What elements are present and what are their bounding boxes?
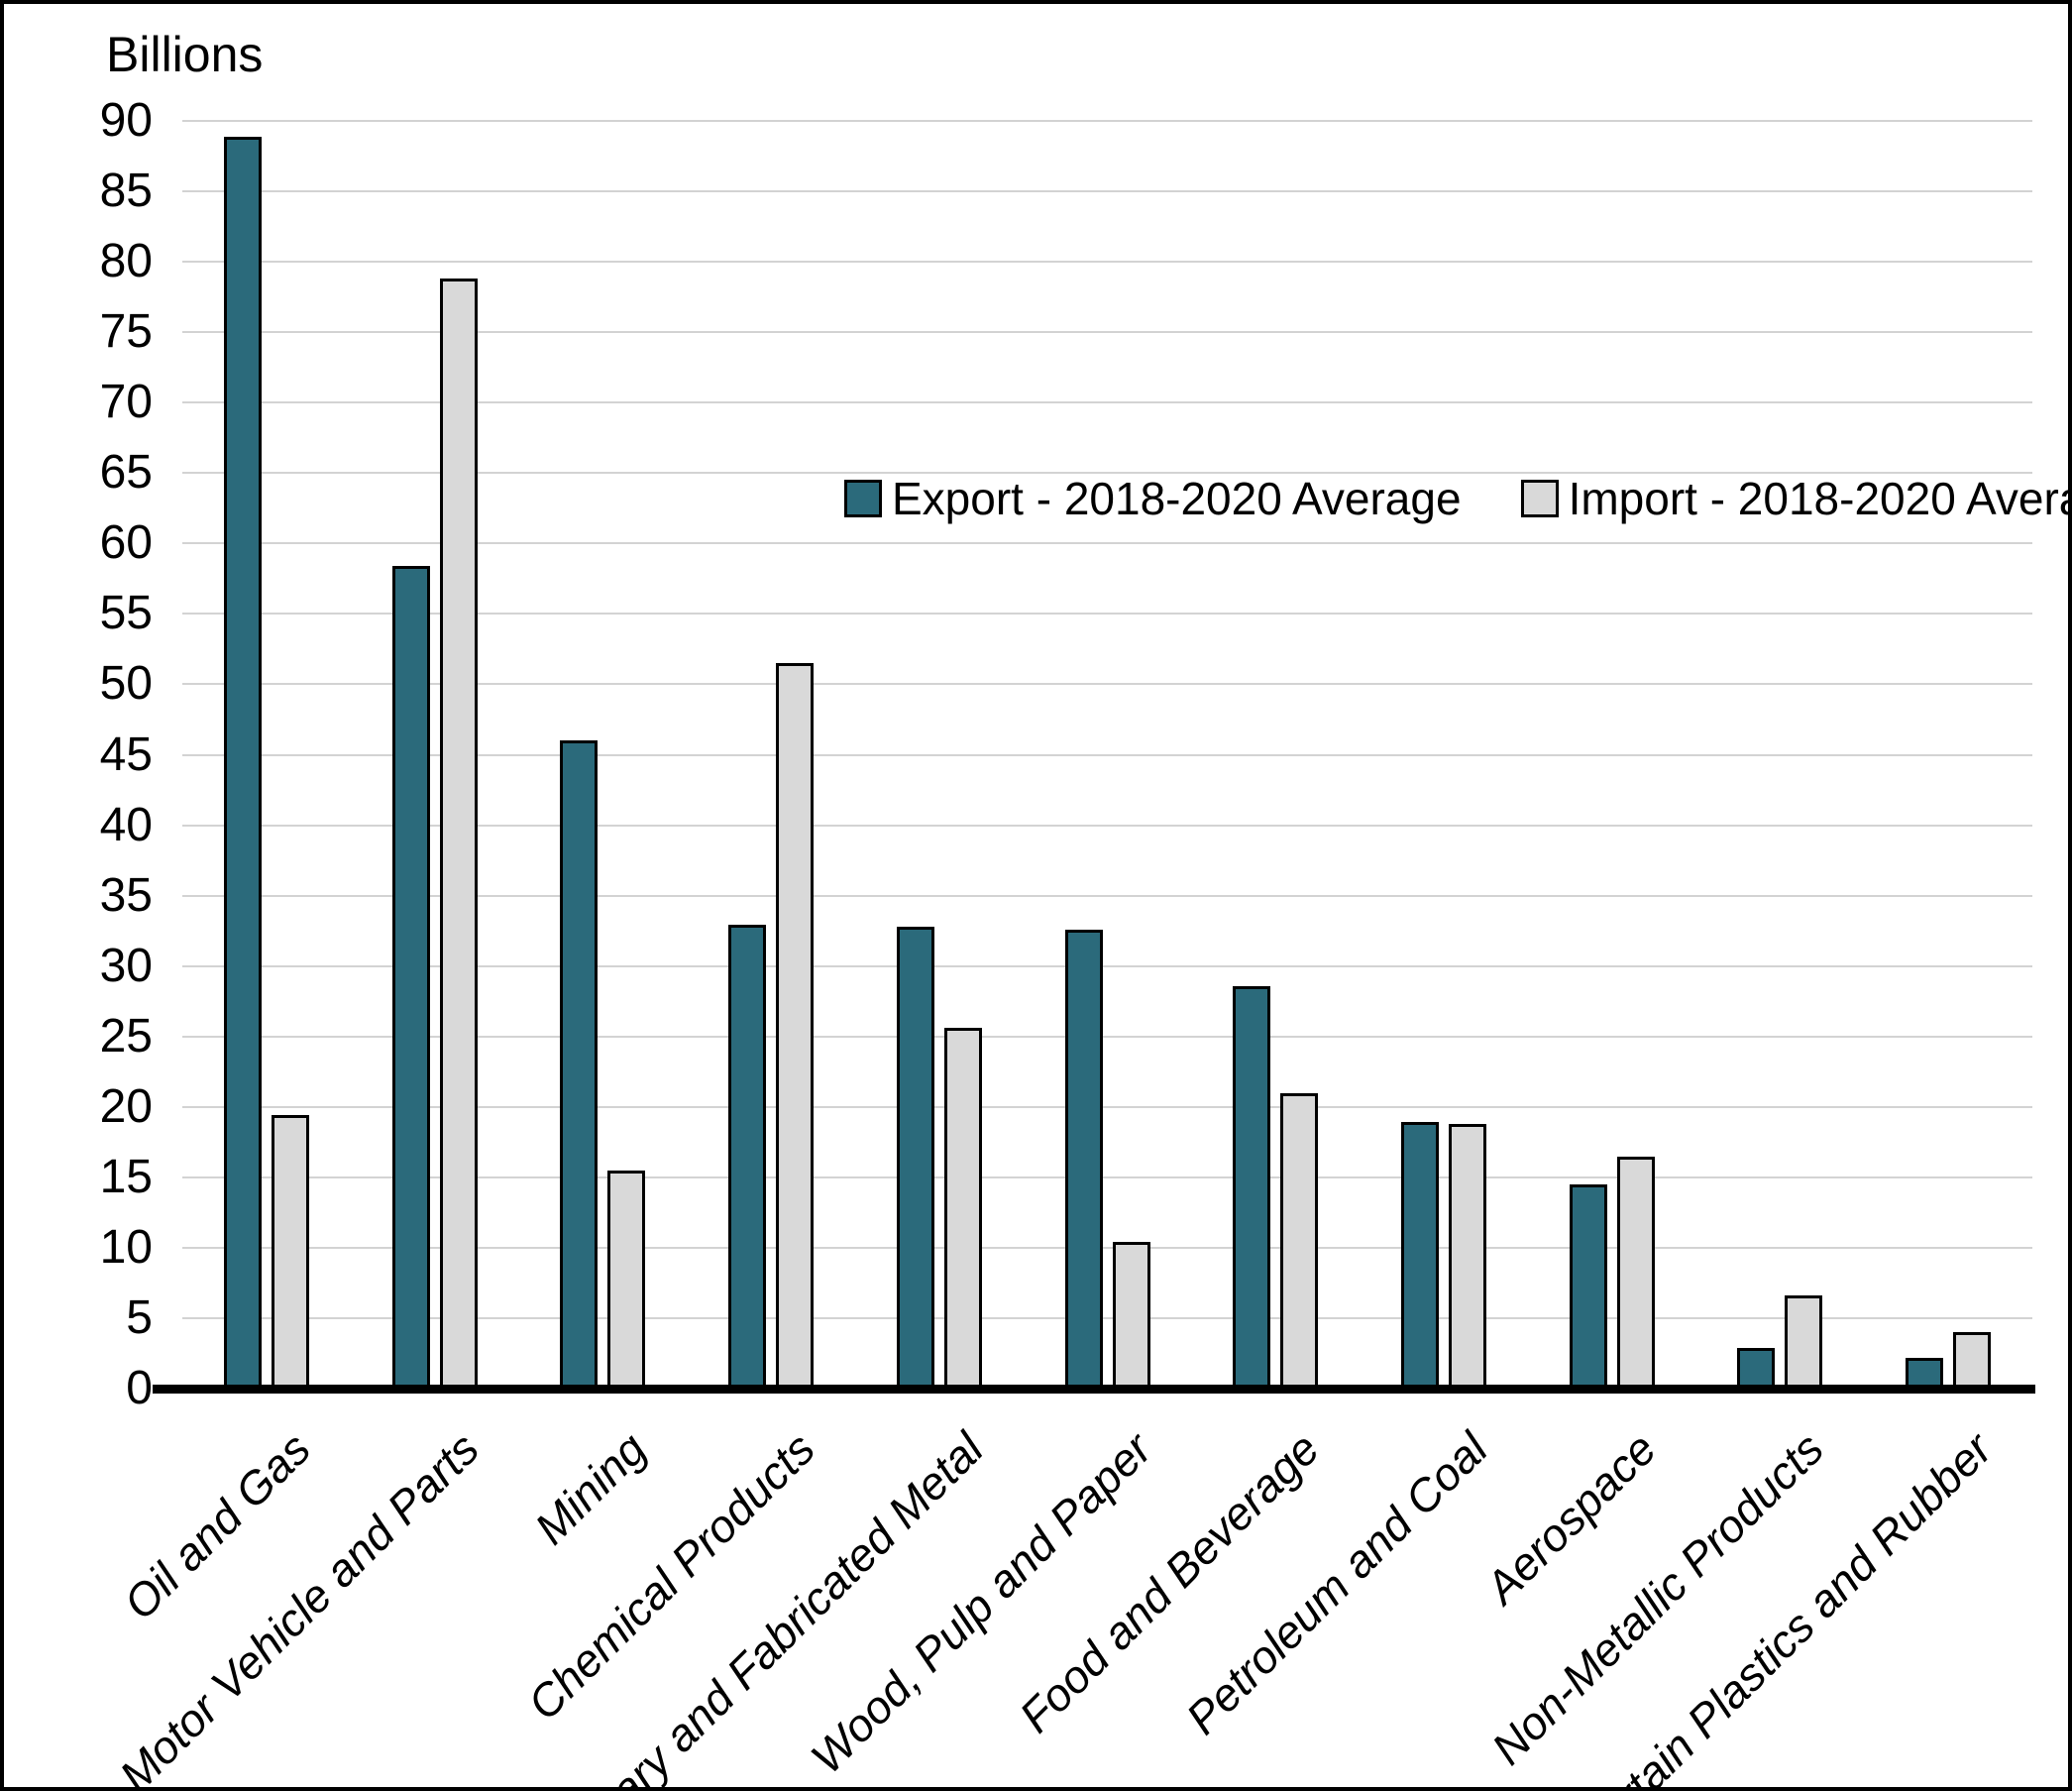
bar-export-aerospace <box>1569 1183 1607 1389</box>
y-tick-label-90: 90 <box>99 94 153 147</box>
gridline-55 <box>182 613 2032 616</box>
y-tick-label-15: 15 <box>99 1150 153 1203</box>
gridline-20 <box>182 1105 2032 1108</box>
x-axis-line <box>153 1385 2035 1394</box>
y-tick-label-20: 20 <box>99 1079 153 1133</box>
gridline-10 <box>182 1246 2032 1249</box>
bar-import-certain-plastics-and-rubber <box>1953 1332 1992 1389</box>
y-tick-label-60: 60 <box>99 516 153 570</box>
bar-export-mining <box>560 740 599 1389</box>
bar-export-wood-pulp-and-paper <box>1064 929 1103 1389</box>
gridline-75 <box>182 331 2032 334</box>
gridline-25 <box>182 1035 2032 1038</box>
bar-import-non-metallic-products <box>1785 1295 1823 1389</box>
y-tick-label-30: 30 <box>99 939 153 992</box>
bar-export-oil-and-gas <box>223 136 262 1389</box>
bar-export-food-and-beverage <box>1233 985 1271 1389</box>
gridline-80 <box>182 261 2032 264</box>
bar-import-oil-and-gas <box>271 1115 309 1389</box>
bar-export-petroleum-and-coal <box>1400 1122 1439 1389</box>
export-legend-swatch <box>844 480 882 518</box>
gridline-90 <box>182 120 2032 122</box>
y-axis-unit-label: Billions <box>106 27 264 82</box>
y-tick-label-65: 65 <box>99 446 153 500</box>
bar-export-primary-and-fabricated-metal <box>896 926 934 1389</box>
bar-export-non-metallic-products <box>1737 1347 1776 1389</box>
y-tick-label-55: 55 <box>99 587 153 640</box>
y-tick-label-75: 75 <box>99 305 153 359</box>
y-tick-label-35: 35 <box>99 868 153 922</box>
bar-import-mining <box>607 1170 646 1389</box>
gridline-35 <box>182 894 2032 897</box>
gridline-30 <box>182 964 2032 967</box>
import-legend-swatch <box>1520 480 1559 518</box>
legend-entry-import: Import - 2018-2020 Average <box>1520 473 2068 524</box>
gridline-5 <box>182 1316 2032 1319</box>
gridline-45 <box>182 753 2032 756</box>
bar-import-food-and-beverage <box>1280 1092 1319 1389</box>
gridline-60 <box>182 542 2032 545</box>
bar-import-aerospace <box>1616 1156 1655 1389</box>
bar-import-primary-and-fabricated-metal <box>943 1028 982 1389</box>
bar-import-motor-vehicle-and-parts <box>439 279 478 1389</box>
import-legend-label: Import - 2018-2020 Average <box>1568 473 2068 524</box>
plot-area: Export - 2018-2020 Average Import - 2018… <box>182 120 2068 1389</box>
y-tick-label-70: 70 <box>99 376 153 429</box>
y-tick-label-85: 85 <box>99 165 153 218</box>
bar-export-motor-vehicle-and-parts <box>391 566 430 1389</box>
y-tick-label-45: 45 <box>99 728 153 781</box>
y-tick-label-25: 25 <box>99 1009 153 1063</box>
gridline-40 <box>182 824 2032 827</box>
gridline-85 <box>182 190 2032 193</box>
y-tick-label-0: 0 <box>126 1362 153 1414</box>
bar-export-chemical-products <box>728 925 767 1389</box>
bar-export-certain-plastics-and-rubber <box>1906 1357 1944 1389</box>
bar-import-wood-pulp-and-paper <box>1112 1242 1150 1389</box>
y-tick-label-50: 50 <box>99 657 153 711</box>
y-tick-label-80: 80 <box>99 235 153 288</box>
gridline-70 <box>182 401 2032 404</box>
gridline-50 <box>182 683 2032 686</box>
legend-entry-export: Export - 2018-2020 Average <box>844 474 1462 524</box>
bar-import-petroleum-and-coal <box>1448 1123 1486 1389</box>
bar-import-chemical-products <box>776 663 815 1389</box>
y-tick-label-10: 10 <box>99 1220 153 1274</box>
gridline-15 <box>182 1175 2032 1178</box>
y-tick-label-40: 40 <box>99 798 153 851</box>
legend: Export - 2018-2020 Average Import - 2018… <box>844 473 2068 524</box>
y-tick-label-5: 5 <box>126 1290 153 1344</box>
export-legend-label: Export - 2018-2020 Average <box>892 473 1462 524</box>
gridline-65 <box>182 472 2032 475</box>
